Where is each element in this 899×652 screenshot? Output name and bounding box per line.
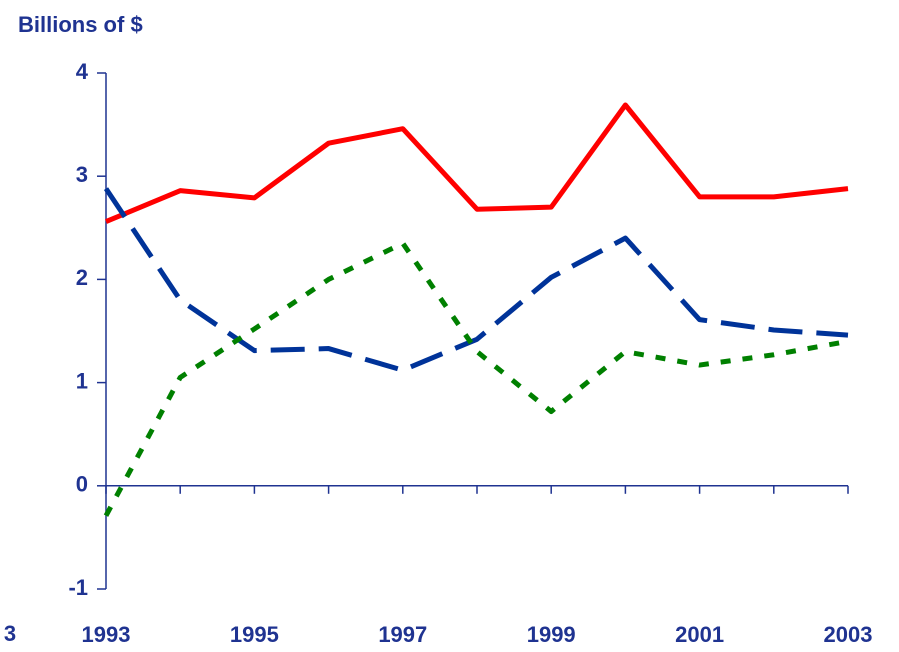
line-series [103, 240, 849, 517]
chart-title: Billions of $ [18, 12, 143, 37]
y-tick-label: 2 [76, 265, 88, 290]
y-tick-label: 3 [76, 162, 88, 187]
y-tick-label: 4 [76, 59, 89, 84]
line-series [103, 187, 849, 373]
annotation: 3 [4, 621, 16, 646]
y-tick-label: 1 [76, 368, 88, 393]
x-tick-label: 1997 [378, 622, 427, 647]
x-tick-label: 1995 [230, 622, 279, 647]
x-tick-label: 1999 [527, 622, 576, 647]
y-tick-label: -1 [68, 575, 88, 600]
line-series [105, 102, 849, 224]
x-tick-label: 2001 [675, 622, 724, 647]
x-tick-label: 1993 [82, 622, 131, 647]
x-tick-label: 2003 [824, 622, 873, 647]
y-tick-label: 0 [76, 472, 88, 497]
